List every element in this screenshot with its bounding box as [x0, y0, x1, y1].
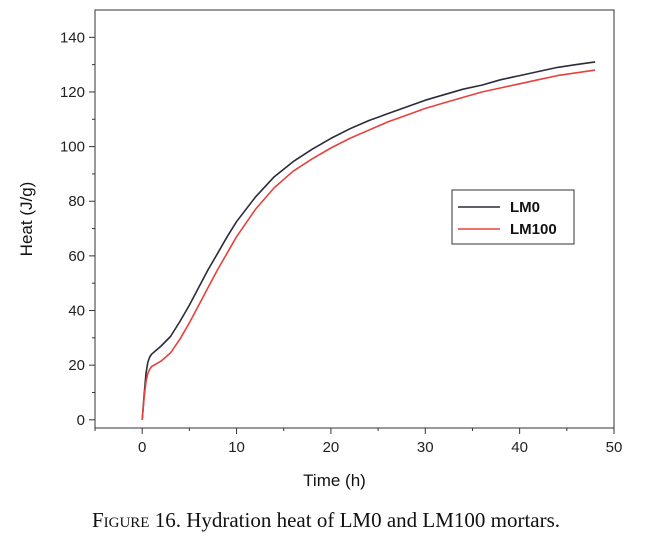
- legend: LM0 LM100: [451, 189, 575, 245]
- plot-area-frame: [94, 9, 615, 429]
- y-tick-label: 80: [68, 193, 85, 210]
- y-tick-label: 0: [77, 412, 85, 429]
- legend-label-lm0: LM0: [510, 199, 540, 216]
- legend-label-lm100: LM100: [510, 221, 557, 238]
- series-layer: [141, 61, 596, 420]
- x-tick-label: 50: [606, 439, 623, 456]
- legend-box: [451, 189, 575, 245]
- y-axis-label: Heat (J/g): [17, 182, 36, 257]
- y-axis-ticks: 0 20 40 60 80 100 120 140: [60, 29, 95, 429]
- y-tick-label: 120: [60, 84, 85, 101]
- y-tick-label: 100: [60, 139, 85, 156]
- x-tick-label: 30: [417, 439, 434, 456]
- series-line-lm0: [141, 61, 596, 420]
- figure-label: Figure 16.: [91, 508, 181, 532]
- y-tick-label: 60: [68, 248, 85, 265]
- y-tick-label: 40: [68, 303, 85, 320]
- figure-caption-text: Hydration heat of LM0 and LM100 mortars.: [186, 508, 561, 532]
- y-tick-label: 140: [60, 29, 85, 46]
- x-axis-label: Time (h): [303, 471, 366, 490]
- x-tick-label: 40: [511, 439, 528, 456]
- x-tick-label: 0: [138, 439, 146, 456]
- y-tick-label: 20: [68, 357, 85, 374]
- figure-caption: Figure 16. Hydration heat of LM0 and LM1…: [0, 508, 652, 533]
- x-tick-label: 20: [323, 439, 340, 456]
- x-axis-ticks: 0 10 20 30 40 50: [94, 428, 623, 456]
- x-tick-label: 10: [228, 439, 245, 456]
- series-line-lm100: [141, 69, 596, 420]
